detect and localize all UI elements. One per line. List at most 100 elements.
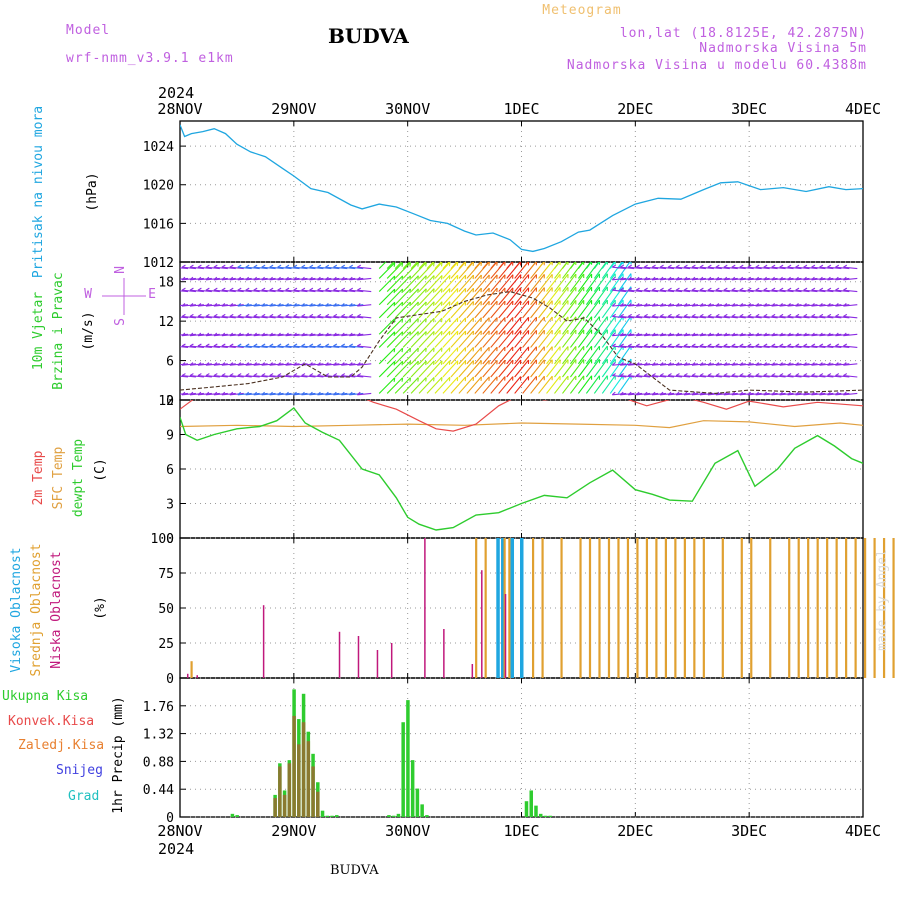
wind-arrow-head <box>683 362 688 366</box>
wind-arrow <box>835 304 850 307</box>
wind-arrow <box>450 262 467 279</box>
wind-arrow <box>835 375 850 378</box>
wind-arrow-head <box>301 287 306 291</box>
wind-arrow <box>205 333 220 337</box>
mid-cloud-bar <box>598 538 601 678</box>
wind-arrow <box>538 329 553 348</box>
wind-arrow <box>715 289 730 293</box>
wind-arrow <box>237 375 252 378</box>
high-cloud-bar <box>510 538 515 678</box>
wind-arrow <box>450 301 467 319</box>
wind-arrow <box>779 266 794 270</box>
wind-arrow <box>691 345 706 348</box>
wind-arrow <box>612 333 627 337</box>
wind-arrow-head <box>667 264 672 268</box>
wind-arrow-head <box>763 332 768 337</box>
wind-arrow <box>333 289 348 293</box>
wind-arrow-head <box>333 343 338 347</box>
y-tick-label: 75 <box>158 567 174 582</box>
wind-arrow <box>675 289 691 293</box>
wind-arrow <box>612 315 627 319</box>
wind-arrow <box>577 286 593 306</box>
wind-arrow-head <box>293 332 297 337</box>
wind-arrow <box>237 289 252 293</box>
wind-arrow <box>490 287 506 306</box>
wind-arrow <box>691 375 706 378</box>
wind-arrow <box>386 288 403 306</box>
wind-arrow <box>644 392 659 396</box>
wind-arrow-head <box>293 391 297 396</box>
wind-arrow <box>577 316 593 335</box>
wind-arrow <box>474 300 490 319</box>
wind-arrow-head <box>401 302 404 307</box>
wind-arrow <box>466 287 482 306</box>
wind-arrow <box>652 345 667 348</box>
wind-arrow <box>458 287 474 306</box>
wind-arrow <box>787 375 802 378</box>
wind-arrow <box>636 363 651 366</box>
wind-arrow <box>819 345 834 348</box>
wind-arrow <box>612 304 627 307</box>
wind-arrow-head <box>393 302 396 307</box>
wind-arrow <box>458 376 474 394</box>
wind-arrow <box>410 347 427 365</box>
wind-arrow <box>189 392 204 396</box>
wind-arrow <box>341 266 356 270</box>
wind-arrow <box>617 345 632 365</box>
wind-arrow-head <box>819 373 824 377</box>
wind-arrow <box>691 392 706 396</box>
wind-arrow <box>747 392 762 396</box>
cloud-low-label: Niska Oblacnost <box>49 551 64 668</box>
wind-arrow <box>522 346 537 365</box>
convective-precip-bar <box>297 744 301 817</box>
wind-arrow-head <box>683 287 688 291</box>
wind-arrow <box>466 262 474 269</box>
wind-arrow-head <box>651 264 656 268</box>
wind-arrow <box>795 345 810 348</box>
mid-cloud-bar <box>807 538 810 678</box>
wind-arrow-head <box>763 264 768 268</box>
footer-station: BUDVA <box>330 863 379 878</box>
wind-arrow <box>357 375 372 378</box>
y-tick-label: 100 <box>151 532 174 547</box>
wind-arrow <box>731 375 746 378</box>
wind-arrow <box>189 375 204 378</box>
wind-arrow <box>458 262 474 279</box>
wind-arrow <box>691 304 706 307</box>
wind-arrow-head <box>325 313 330 317</box>
wind-arrow-head <box>301 276 305 281</box>
y-tick-label: 1024 <box>143 140 174 155</box>
wind-arrow-head <box>771 264 776 268</box>
wind-arrow <box>739 363 754 366</box>
wind-arrow-head <box>803 276 807 281</box>
wind-arrow <box>585 273 600 292</box>
wind-arrow <box>253 304 268 307</box>
high-cloud-bar <box>520 538 524 678</box>
wind-arrow-head <box>174 363 177 366</box>
wind-arrow <box>609 262 616 269</box>
wind-arrow <box>402 275 419 292</box>
wind-arrow-head <box>755 332 760 337</box>
wind-arrow <box>771 345 786 348</box>
wind-arrow <box>819 392 834 396</box>
wind-arrow <box>723 266 738 270</box>
wind-arrow <box>530 274 545 292</box>
wind-arrow <box>570 359 585 378</box>
wind-arrow-head <box>827 287 832 291</box>
mid-cloud-bar <box>769 538 772 678</box>
wind-arrow <box>739 277 754 281</box>
wind-arrow <box>434 360 451 378</box>
wind-arrow-head <box>401 377 404 382</box>
wind-arrow <box>617 375 632 394</box>
wind-arrow <box>317 277 332 281</box>
wind-arrow-head <box>707 362 712 366</box>
wind-arrow <box>514 274 530 292</box>
wind-arrow <box>819 266 834 270</box>
wind-arrow-head <box>619 287 624 291</box>
wind-arrow-head <box>707 287 712 291</box>
wind-arrow <box>691 363 706 366</box>
wind-arrow-head <box>731 264 736 268</box>
wind-arrow <box>418 301 435 319</box>
wind-arrow <box>601 299 616 319</box>
wind-arrow <box>426 347 443 365</box>
